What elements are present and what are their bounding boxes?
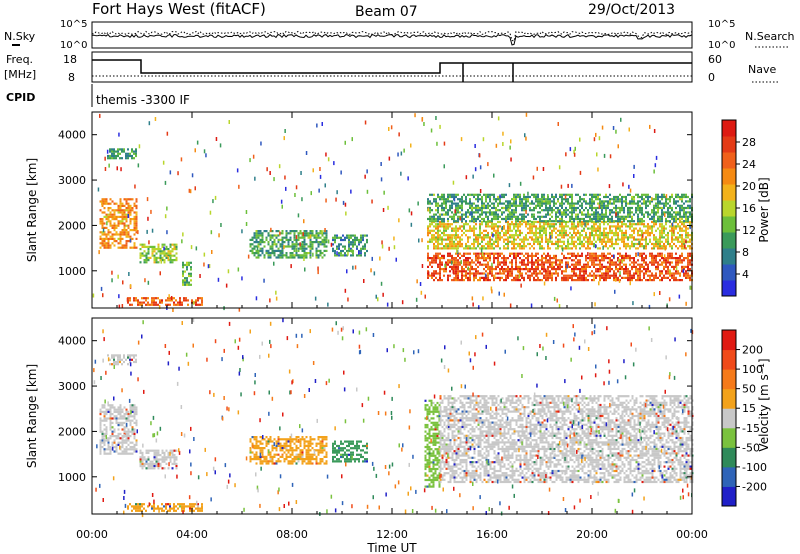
- colorbar-swatch: [722, 264, 736, 281]
- frequency-panel: Freq. [MHz] 18 8 60 0 Nave: [4, 51, 780, 84]
- echo-region: [99, 404, 138, 455]
- nave-tick-high: 60: [708, 53, 722, 66]
- x-tick-label: 04:00: [176, 528, 208, 541]
- x-tick-label: 12:00: [376, 528, 408, 541]
- echo-region: [99, 198, 138, 249]
- colorbar-swatch: [722, 349, 736, 370]
- colorbar-tick-label: 8: [742, 246, 749, 259]
- x-tick-label: 08:00: [276, 528, 308, 541]
- colorbar-swatch: [722, 184, 736, 201]
- echo-region: [249, 436, 328, 465]
- echo-region: [139, 243, 178, 264]
- echo-region: [424, 399, 441, 488]
- colorbar-tick-label: 24: [742, 158, 756, 171]
- echo-region: [127, 503, 203, 512]
- colorbar-tick-label: 16: [742, 202, 756, 215]
- colorbar-tick-label: 28: [742, 136, 756, 149]
- cpid-label: CPID: [6, 91, 35, 104]
- echo-region: [427, 193, 693, 223]
- noise-tick-high-left: 10^5: [60, 19, 87, 30]
- x-tick-label: 20:00: [576, 528, 608, 541]
- noise-sky-label: N.Sky: [4, 30, 36, 43]
- colorbar-swatch: [722, 232, 736, 249]
- colorbar-tick-label: 200: [742, 344, 763, 357]
- noise-tick-low-left: 10^0: [60, 40, 87, 51]
- colorbar-swatch: [722, 120, 736, 137]
- x-tick-label: 00:00: [676, 528, 708, 541]
- x-tick-label: 16:00: [476, 528, 508, 541]
- y-tick-label: 1000: [58, 471, 86, 484]
- echo-region: [139, 449, 178, 470]
- date-label: 29/Oct/2013: [588, 2, 675, 18]
- colorbar-tick-label: 100: [742, 363, 763, 376]
- nave-label: Nave: [748, 63, 776, 76]
- y-tick-label: 3000: [58, 174, 86, 187]
- colorbar-swatch: [722, 152, 736, 169]
- power-panel: 1000 2000 3000 4000 Slant Range [km]: [25, 111, 693, 312]
- power-ylabel: Slant Range [km]: [25, 158, 39, 262]
- colorbar-tick-label: 4: [742, 268, 749, 281]
- noise-tick-low-right: 10^0: [708, 40, 735, 51]
- freq-label: Freq.: [6, 53, 33, 66]
- colorbar-swatch: [722, 369, 736, 390]
- x-tick-label: 00:00: [76, 528, 108, 541]
- colorbar-swatch: [722, 280, 736, 297]
- velocity-colorbar-label: Velocity [m s⁻¹]: [757, 358, 771, 451]
- velocity-ylabel: Slant Range [km]: [25, 364, 39, 468]
- power-colorbar-label: Power [dB]: [757, 177, 771, 242]
- velocity-panel: 1000 2000 3000 4000 00:00 04:00 08:00 12:00 16:…: [25, 112, 708, 554]
- colorbar-swatch: [722, 168, 736, 185]
- colorbar-swatch: [722, 466, 736, 487]
- echo-region: [107, 354, 137, 366]
- noise-panel: N.Sky 10^5 10^0 10^5 10^0 N.Search: [4, 19, 795, 51]
- y-tick-label: 2000: [58, 425, 86, 438]
- echo-region: [332, 234, 368, 257]
- noise-search-label: N.Search: [745, 30, 795, 43]
- scatter-noise: [93, 318, 694, 518]
- frequency-trace: [92, 59, 692, 74]
- colorbar-swatch: [722, 447, 736, 468]
- y-tick-label: 2000: [58, 219, 86, 232]
- colorbar-swatch: [722, 330, 736, 351]
- colorbar-tick-label: 50: [742, 383, 756, 396]
- echo-region: [107, 148, 137, 160]
- site-title: Fort Hays West (fitACF): [92, 0, 266, 18]
- y-tick-label: 4000: [58, 335, 86, 348]
- echo-region: [427, 220, 693, 250]
- y-tick-label: 4000: [58, 129, 86, 142]
- scatter-noise: [92, 112, 693, 312]
- colorbar-tick-label: 20: [742, 180, 756, 193]
- colorbar-tick-label: -50: [742, 441, 760, 454]
- echo-region: [332, 440, 368, 463]
- noise-tick-high-right: 10^5: [708, 19, 735, 30]
- colorbar-tick-label: -200: [742, 480, 767, 493]
- colorbar-tick-label: 12: [742, 224, 756, 237]
- velocity-xlabel: Time UT: [366, 541, 417, 554]
- cpid-value: themis -3300 IF: [96, 93, 190, 107]
- echo-region: [249, 230, 328, 259]
- colorbar-swatch: [722, 200, 736, 217]
- nave-tick-low: 0: [708, 71, 715, 84]
- colorbar-swatch: [722, 388, 736, 409]
- power-colorbar: Power [dB] 4 8 12 16 20 24 28: [721, 119, 771, 297]
- colorbar-swatch: [722, 427, 736, 448]
- colorbar-swatch: [722, 408, 736, 429]
- colorbar-tick-label: -100: [742, 461, 767, 474]
- y-tick-label: 3000: [58, 380, 86, 393]
- colorbar-swatch: [722, 216, 736, 233]
- colorbar-swatch: [722, 486, 736, 507]
- colorbar-swatch: [722, 136, 736, 153]
- freq-tick-low: 8: [68, 71, 75, 84]
- colorbar-tick-label: -15: [742, 422, 760, 435]
- y-tick-label: 1000: [58, 265, 86, 278]
- velocity-colorbar: Velocity [m s⁻¹] 200 100 50 15 -15 -50 -100 -20…: [721, 329, 771, 507]
- echo-region: [439, 395, 694, 484]
- colorbar-swatch: [722, 248, 736, 265]
- beam-label: Beam 07: [355, 4, 418, 20]
- freq-unit-label: [MHz]: [4, 68, 36, 81]
- freq-tick-high: 18: [63, 53, 77, 66]
- colorbar-tick-label: 15: [742, 402, 756, 415]
- echo-region: [182, 261, 192, 286]
